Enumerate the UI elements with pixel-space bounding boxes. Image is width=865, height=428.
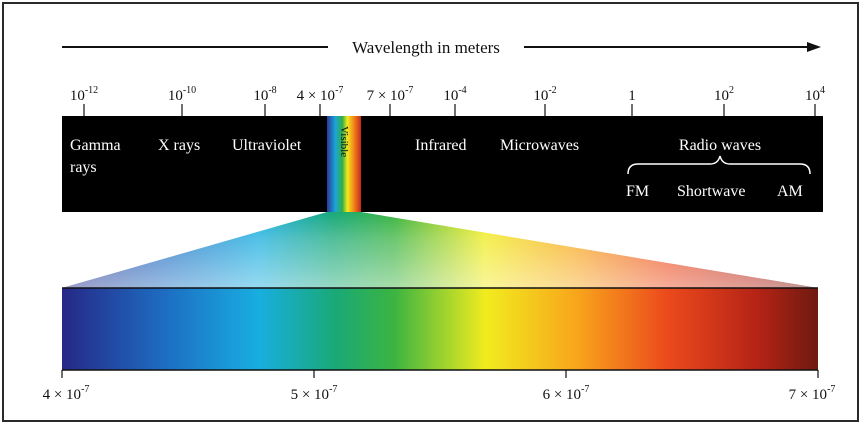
label-ultraviolet: Ultraviolet xyxy=(232,137,302,154)
label-fm: FM xyxy=(626,183,649,200)
top-tick-label: 10-12 xyxy=(70,85,98,104)
top-tick-label: 10-8 xyxy=(253,85,276,104)
label-gamma-rays-2: rays xyxy=(70,159,97,176)
spectrum-diagram: Wavelength in meters 10-12 10-10 10-8 4 × 1… xyxy=(43,38,836,403)
wavelength-arrow xyxy=(62,42,821,52)
label-radio-waves: Radio waves xyxy=(679,137,761,154)
top-tick-label: 1 xyxy=(628,88,636,104)
top-tick-label: 10-2 xyxy=(533,85,556,104)
top-tick-label: 10-4 xyxy=(443,85,466,104)
label-shortwave: Shortwave xyxy=(677,183,745,200)
label-visible: Visible xyxy=(338,126,350,157)
label-microwaves: Microwaves xyxy=(500,137,579,154)
bottom-tick-label: 5 × 10-7 xyxy=(291,384,338,403)
arrow-title: Wavelength in meters xyxy=(352,38,500,57)
top-tick-label: 10-10 xyxy=(168,85,196,104)
diagram-frame: Wavelength in meters 10-12 10-10 10-8 4 × 1… xyxy=(2,2,859,422)
label-am: AM xyxy=(777,183,803,200)
visible-strip xyxy=(327,116,361,212)
top-tick-label: 4 × 10-7 xyxy=(297,85,344,104)
bottom-tick-label: 4 × 10-7 xyxy=(43,384,90,403)
radio-brace xyxy=(627,155,811,175)
top-scale: 10-12 10-10 10-8 4 × 10-7 7 × 10-7 10-4 10-2 1 1… xyxy=(70,85,825,116)
label-infrared: Infrared xyxy=(415,137,467,154)
top-tick-label: 7 × 10-7 xyxy=(367,85,414,104)
top-tick-label: 102 xyxy=(714,85,734,104)
bottom-tick-label: 7 × 10-7 xyxy=(789,384,836,403)
visible-spectrum-bar xyxy=(62,288,818,370)
bottom-scale: 4 × 10-7 5 × 10-7 6 × 10-7 7 × 10-7 xyxy=(43,370,836,403)
label-x-rays: X rays xyxy=(158,137,200,154)
label-gamma-rays-1: Gamma xyxy=(70,137,121,154)
bottom-tick-label: 6 × 10-7 xyxy=(543,384,590,403)
top-tick-label: 104 xyxy=(805,85,825,104)
